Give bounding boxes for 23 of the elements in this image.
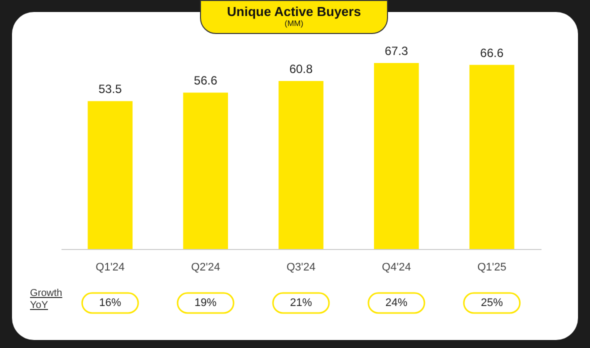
x-tick-label: Q4'24 <box>382 262 411 274</box>
data-label: 66.6 <box>480 46 504 60</box>
x-tick-label: Q1'25 <box>477 262 506 274</box>
chart-subtitle: (MM) <box>284 19 304 28</box>
bar <box>278 80 324 249</box>
data-label: 53.5 <box>98 82 122 96</box>
data-label: 60.8 <box>289 62 313 76</box>
data-label: 67.3 <box>384 44 408 58</box>
text: 21% <box>290 297 312 309</box>
text: 25% <box>480 297 504 309</box>
bar <box>469 64 514 249</box>
x-tick-label: Q3'24 <box>286 262 316 274</box>
text: 24% <box>385 297 408 309</box>
bar <box>374 63 419 249</box>
bar <box>183 92 228 249</box>
text: 16% <box>99 297 122 309</box>
x-tick-label: Q1'24 <box>96 262 125 274</box>
x-tick-label: Q2'24 <box>191 262 220 274</box>
chart-title: Unique Active Buyers <box>226 4 362 19</box>
data-label: 56.6 <box>194 74 218 88</box>
text: 19% <box>194 297 217 309</box>
text: Growth YoY <box>30 288 64 312</box>
bar <box>88 101 133 249</box>
